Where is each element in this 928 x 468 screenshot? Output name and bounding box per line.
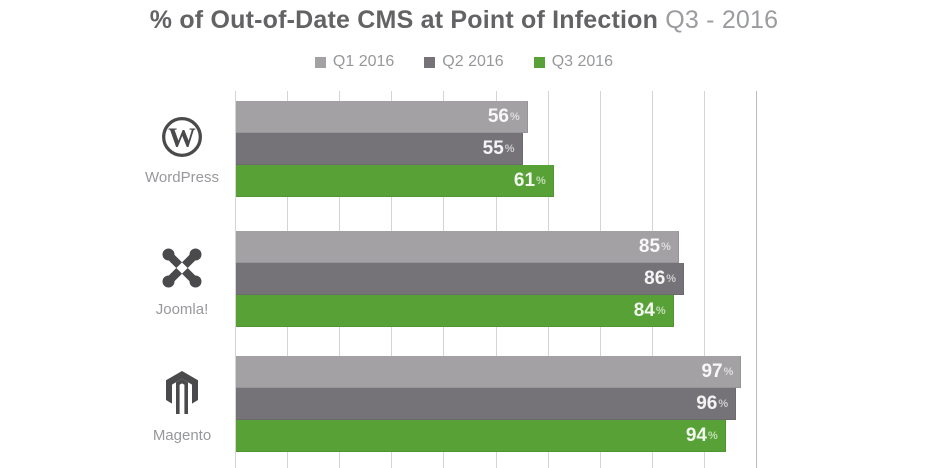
bar-value-suffix: % — [718, 398, 729, 410]
legend-item-q2-2016: Q2 2016 — [424, 53, 504, 71]
bar-joomla-q2-2016: 86% — [236, 263, 685, 295]
bar-value-label: 96 — [696, 393, 718, 414]
bar-value-label: 86 — [644, 268, 666, 289]
bar-value-label: 97 — [701, 361, 723, 382]
svg-text:W: W — [168, 122, 196, 153]
gridline-90pct — [703, 91, 705, 468]
gridline-0pct — [235, 91, 236, 468]
category-label: Magento — [152, 427, 212, 444]
category-label: WordPress — [145, 169, 219, 186]
chart-title-period: Q3 - 2016 — [665, 6, 779, 34]
chart-title-main: % of Out-of-Date CMS at Point of Infecti… — [149, 6, 659, 34]
plot-area: 56% 55% 61% 85% 86% 84% 97% 96% 94% — [235, 91, 757, 468]
legend-label: Q2 2016 — [442, 53, 504, 70]
bar-value-label: 94 — [685, 425, 707, 446]
wordpress-logo-icon: W — [161, 116, 203, 163]
legend-label: Q1 2016 — [332, 53, 395, 70]
bar-value-label: 55 — [482, 138, 504, 159]
chart-title: % of Out-of-Date CMS at Point of Infecti… — [0, 6, 928, 35]
bar-value-suffix: % — [509, 111, 520, 123]
legend-swatch-icon — [314, 56, 326, 68]
bar-value-suffix: % — [504, 143, 515, 155]
bar-magento-q1-2016: 97% — [236, 356, 742, 388]
bar-value-suffix: % — [666, 273, 677, 285]
legend-item-q1-2016: Q1 2016 — [314, 53, 395, 71]
bar-value-label: 85 — [638, 236, 661, 257]
bar-wordpress-q2-2016: 55% — [236, 133, 523, 165]
legend-swatch-icon — [533, 56, 545, 68]
category-label: Joomla! — [155, 301, 209, 318]
magento-logo-icon — [162, 370, 202, 421]
bar-value-suffix: % — [655, 305, 666, 317]
bar-value-suffix: % — [707, 430, 718, 442]
bar-wordpress-q3-2016: 61% — [236, 165, 554, 197]
bar-value-suffix: % — [723, 366, 734, 378]
chart-legend: Q1 2016 Q2 2016 Q3 2016 — [0, 53, 928, 71]
category-joomla: Joomla! — [117, 246, 247, 318]
bar-magento-q2-2016: 96% — [236, 388, 737, 420]
legend-label: Q3 2016 — [551, 53, 614, 70]
bar-value-label: 61 — [513, 170, 536, 191]
bar-joomla-q1-2016: 85% — [236, 231, 679, 263]
bar-value-label: 84 — [633, 300, 655, 321]
bar-value-label: 56 — [487, 106, 509, 127]
bar-magento-q3-2016: 94% — [236, 420, 726, 452]
legend-item-q3-2016: Q3 2016 — [533, 53, 614, 71]
gridline-100pct — [756, 91, 757, 468]
bar-wordpress-q1-2016: 56% — [236, 101, 528, 133]
bar-value-suffix: % — [661, 241, 671, 253]
category-magento: Magento — [117, 370, 247, 444]
legend-swatch-icon — [424, 56, 436, 68]
category-wordpress: W WordPress — [117, 116, 247, 186]
bar-value-suffix: % — [536, 175, 546, 187]
bar-joomla-q3-2016: 84% — [236, 295, 674, 327]
joomla-logo-icon — [159, 246, 205, 295]
